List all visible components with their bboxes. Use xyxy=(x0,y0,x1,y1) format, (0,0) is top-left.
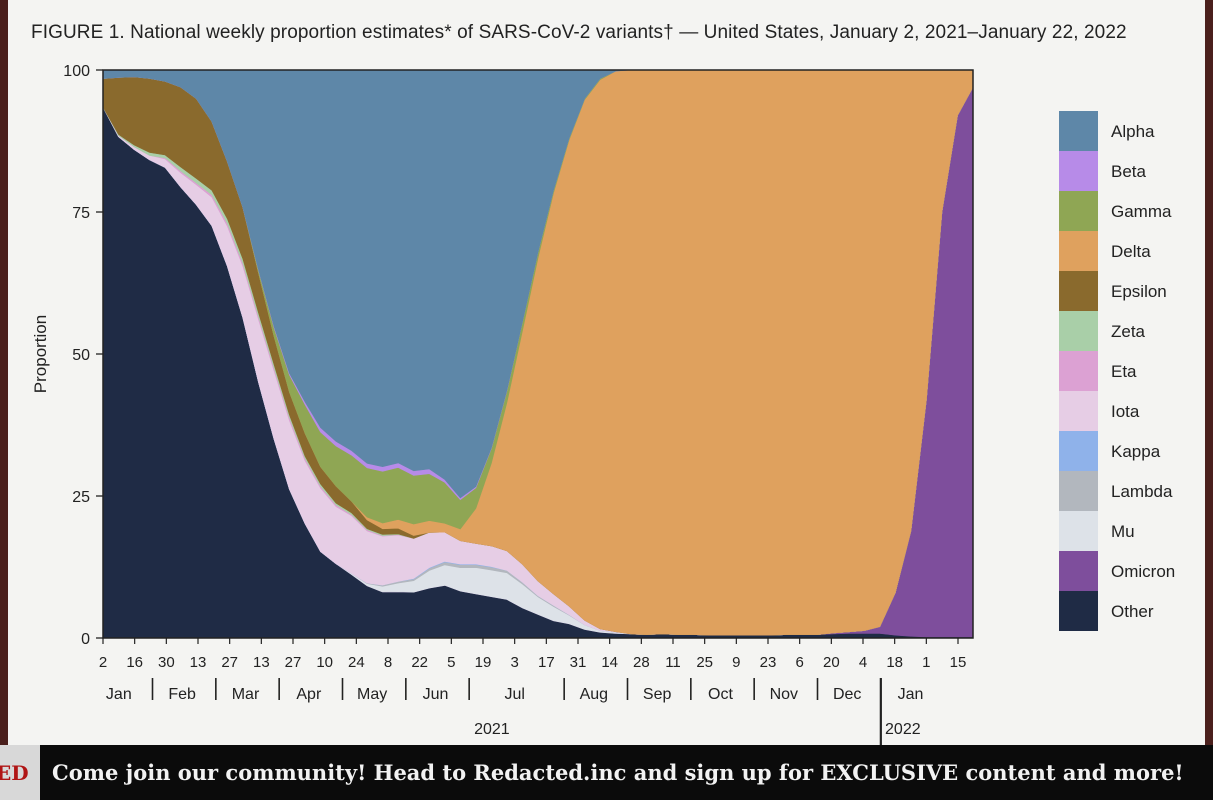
month-label: Oct xyxy=(708,686,733,703)
x-tick-label: 5 xyxy=(447,654,455,671)
legend: Alpha Beta Gamma Delta Epsilon Zeta Eta Iota Kap… xyxy=(1059,111,1175,631)
x-tick-label: 8 xyxy=(384,654,392,671)
legend-swatch-kappa xyxy=(1059,431,1098,471)
legend-swatch-other xyxy=(1059,591,1098,631)
legend-swatch-eta xyxy=(1059,351,1098,391)
x-tick-label: 1 xyxy=(922,654,930,671)
month-label: Jul xyxy=(504,686,524,703)
legend-swatch-gamma xyxy=(1059,191,1098,231)
y-tick-label: 0 xyxy=(81,631,90,648)
legend-swatch-delta xyxy=(1059,231,1098,271)
x-tick-label: 31 xyxy=(570,654,587,671)
x-tick-label: 6 xyxy=(795,654,803,671)
x-tick-label: 17 xyxy=(538,654,555,671)
month-label: Dec xyxy=(833,686,861,703)
legend-swatch-epsilon xyxy=(1059,271,1098,311)
x-tick-label: 4 xyxy=(859,654,867,671)
month-label: Mar xyxy=(232,686,260,703)
x-tick-label: 22 xyxy=(411,654,428,671)
x-axis: 2 16 30 13 27 13 27 10 24 8 22 5 19 3 17 31 14 28 11 25 9 23 6… xyxy=(99,638,967,745)
year-label: 2022 xyxy=(885,721,921,738)
y-tick-label: 75 xyxy=(72,205,90,222)
x-tick-label: 11 xyxy=(665,654,681,671)
month-label: Nov xyxy=(770,686,798,703)
month-label: Apr xyxy=(296,686,322,703)
x-tick-label: 15 xyxy=(950,654,967,671)
legend-swatch-lambda xyxy=(1059,471,1098,511)
month-label: May xyxy=(357,686,387,703)
legend-label-delta: Delta xyxy=(1111,242,1151,261)
month-label: Feb xyxy=(168,686,196,703)
legend-label-epsilon: Epsilon xyxy=(1111,282,1167,301)
month-label: Jun xyxy=(423,686,449,703)
x-tick-label: 10 xyxy=(316,654,333,671)
y-axis: 0 25 50 75 100 Proportion xyxy=(31,63,103,648)
x-tick-label: 13 xyxy=(253,654,270,671)
legend-label-omicron: Omicron xyxy=(1111,562,1175,581)
x-tick-label: 28 xyxy=(633,654,650,671)
legend-swatch-mu xyxy=(1059,511,1098,551)
month-label: Jan xyxy=(898,686,924,703)
legend-label-eta: Eta xyxy=(1111,362,1137,381)
legend-label-other: Other xyxy=(1111,602,1154,621)
legend-label-lambda: Lambda xyxy=(1111,482,1173,501)
y-axis-label: Proportion xyxy=(31,315,50,393)
x-tick-label: 30 xyxy=(158,654,175,671)
x-tick-label: 20 xyxy=(823,654,840,671)
x-tick-label: 19 xyxy=(475,654,492,671)
banner-text: Come join our community! Head to Redacte… xyxy=(52,760,1184,785)
legend-swatch-alpha xyxy=(1059,111,1098,151)
community-banner[interactable]: ED Come join our community! Head to Reda… xyxy=(0,745,1213,800)
legend-swatch-omicron xyxy=(1059,551,1098,591)
legend-label-zeta: Zeta xyxy=(1111,322,1146,341)
x-tick-label: 9 xyxy=(732,654,740,671)
x-tick-label: 23 xyxy=(760,654,777,671)
x-tick-label: 14 xyxy=(601,654,618,671)
legend-label-beta: Beta xyxy=(1111,162,1147,181)
x-tick-label: 2 xyxy=(99,654,107,671)
month-label: Sep xyxy=(643,686,672,703)
legend-label-gamma: Gamma xyxy=(1111,202,1172,221)
month-label: Jan xyxy=(106,686,132,703)
month-label: Aug xyxy=(580,686,608,703)
legend-label-iota: Iota xyxy=(1111,402,1140,421)
x-tick-label: 16 xyxy=(126,654,143,671)
y-tick-label: 25 xyxy=(72,489,90,506)
legend-swatch-zeta xyxy=(1059,311,1098,351)
legend-swatch-iota xyxy=(1059,391,1098,431)
x-tick-label: 27 xyxy=(221,654,238,671)
x-tick-label: 24 xyxy=(348,654,365,671)
year-label: 2021 xyxy=(474,721,510,738)
legend-label-kappa: Kappa xyxy=(1111,442,1161,461)
x-tick-label: 13 xyxy=(190,654,207,671)
x-tick-label: 25 xyxy=(696,654,713,671)
legend-swatch-beta xyxy=(1059,151,1098,191)
x-tick-label: 3 xyxy=(510,654,518,671)
y-tick-label: 50 xyxy=(72,347,90,364)
x-tick-label: 18 xyxy=(886,654,903,671)
x-tick-label: 27 xyxy=(285,654,302,671)
stacked-areas xyxy=(102,69,974,639)
legend-label-mu: Mu xyxy=(1111,522,1135,541)
channel-logo: ED xyxy=(0,745,40,800)
legend-label-alpha: Alpha xyxy=(1111,122,1155,141)
y-tick-label: 100 xyxy=(63,63,90,80)
figure-title: FIGURE 1. National weekly proportion est… xyxy=(31,22,1127,43)
